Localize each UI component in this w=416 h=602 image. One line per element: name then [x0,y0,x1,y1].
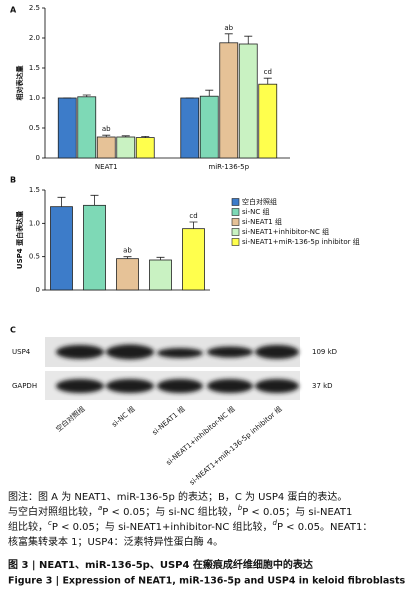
caption-line: 与空白对照组比较，aP < 0.05；与 si-NC 组比较，bP < 0.05… [8,504,352,518]
bar [149,259,172,291]
legend-swatch [231,208,240,216]
x-tick-label: NEAT1 [95,163,118,171]
error-bar [121,135,130,137]
lane-label: si-NC 组 [110,404,137,429]
legend-label: si-NEAT1 组 [242,217,282,226]
lane-label: si-NEAT1+miR-136-5p inhibitor 组 [188,404,284,487]
caption-line: 核富集转录本 1；USP4：泛素特异性蛋白酶 4。 [8,535,223,548]
caption-text: a [98,504,102,512]
bar [83,204,106,291]
error-bar [90,194,99,206]
caption-text: b [238,504,243,512]
significance-label: ab [224,24,233,32]
caption-text: 与空白对照组比较， [8,505,98,518]
bar [96,136,116,159]
row-label: GAPDH [12,382,37,390]
error-bar [141,136,150,138]
bar [182,228,205,291]
error-bar [57,196,66,207]
bar [57,97,77,159]
band-size: 37 kD [312,382,333,390]
bar [116,136,136,159]
y-tick-label: 2.5 [29,4,40,12]
y-tick-label: 0.5 [29,124,40,132]
bar [135,137,155,159]
lane-label: si-NEAT1 组 [150,404,186,437]
caption-text: P < 0.05；与 si-NEAT1+inhibitor-NC 组比较， [52,520,273,533]
bar [77,96,97,159]
y-axis-title: 相对表达量 [15,66,24,101]
row-label: USP4 [12,348,31,356]
error-bar [102,134,111,137]
x-tick-label: miR-136-5p [208,163,249,171]
caption-text: c [48,519,52,527]
legend-swatch [231,238,240,246]
y-tick-label: 1.5 [29,186,40,194]
error-bar [123,256,132,259]
y-tick-label: 0 [36,286,40,294]
panel-label: B [10,176,16,185]
bar [50,206,73,291]
legend-swatch [231,198,240,206]
bar [238,43,258,159]
y-tick-label: 1.0 [29,219,40,227]
figure-title-en: Figure 3 | Expression of NEAT1, miR-136-… [8,576,405,587]
error-bar [82,94,91,97]
bar [180,97,200,159]
caption-text: P < 0.05。NEAT1： [277,522,372,533]
legend-label: si-NC 组 [242,207,269,216]
significance-label: ab [102,125,111,133]
caption-text: d [273,519,278,527]
bar [219,42,239,159]
significance-label: cd [264,68,272,76]
y-tick-label: 0.5 [29,253,40,261]
legend-label: si-NEAT1+miR-136-5p inhibitor 组 [242,237,360,246]
y-tick-label: 1.0 [29,94,40,102]
caption-text: 图注：图 A 为 NEAT1、miR-136-5p 的表达；B，C 为 USP4… [8,490,347,503]
y-tick-label: 2.0 [29,34,40,42]
caption-text: 核富集转录本 1；USP4：泛素特异性蛋白酶 4。 [8,535,223,548]
legend-swatch [231,228,240,236]
caption-line: 图注：图 A 为 NEAT1、miR-136-5p 的表达；B，C 为 USP4… [8,490,347,503]
bar [258,83,278,159]
band-size: 109 kD [312,348,337,356]
error-bar [205,89,214,97]
y-axis-title: USP4 蛋白表达量 [15,211,24,269]
significance-label: ab [123,247,132,255]
legend-label: si-NEAT1+inhibitor-NC 组 [242,227,329,236]
error-bar [156,256,165,260]
bar [199,95,219,159]
panel-label: C [10,326,16,335]
lane-label: 空白对照组 [54,404,87,433]
y-tick-label: 1.5 [29,64,40,72]
bar [116,258,139,291]
error-bar [244,35,253,44]
caption-text: P < 0.05；与 si-NEAT1 [242,506,352,518]
error-bar [263,77,272,85]
significance-label: cd [189,212,197,220]
caption-line: 组比较，cP < 0.05；与 si-NEAT1+inhibitor-NC 组比… [8,519,372,533]
error-bar [189,221,198,229]
caption-text: P < 0.05；与 si-NC 组比较， [102,505,237,518]
figure-title-cn: 图 3 | NEAT1、miR-136-5p、USP4 在瘢痕成纤维细胞中的表达 [8,558,313,571]
panel-label: A [10,6,17,15]
y-tick-label: 0 [36,154,40,162]
legend-swatch [231,218,240,226]
blot [45,337,300,400]
error-bar [224,33,233,43]
legend-label: 空白对照组 [242,197,277,206]
caption-text: 组比较， [8,520,48,533]
